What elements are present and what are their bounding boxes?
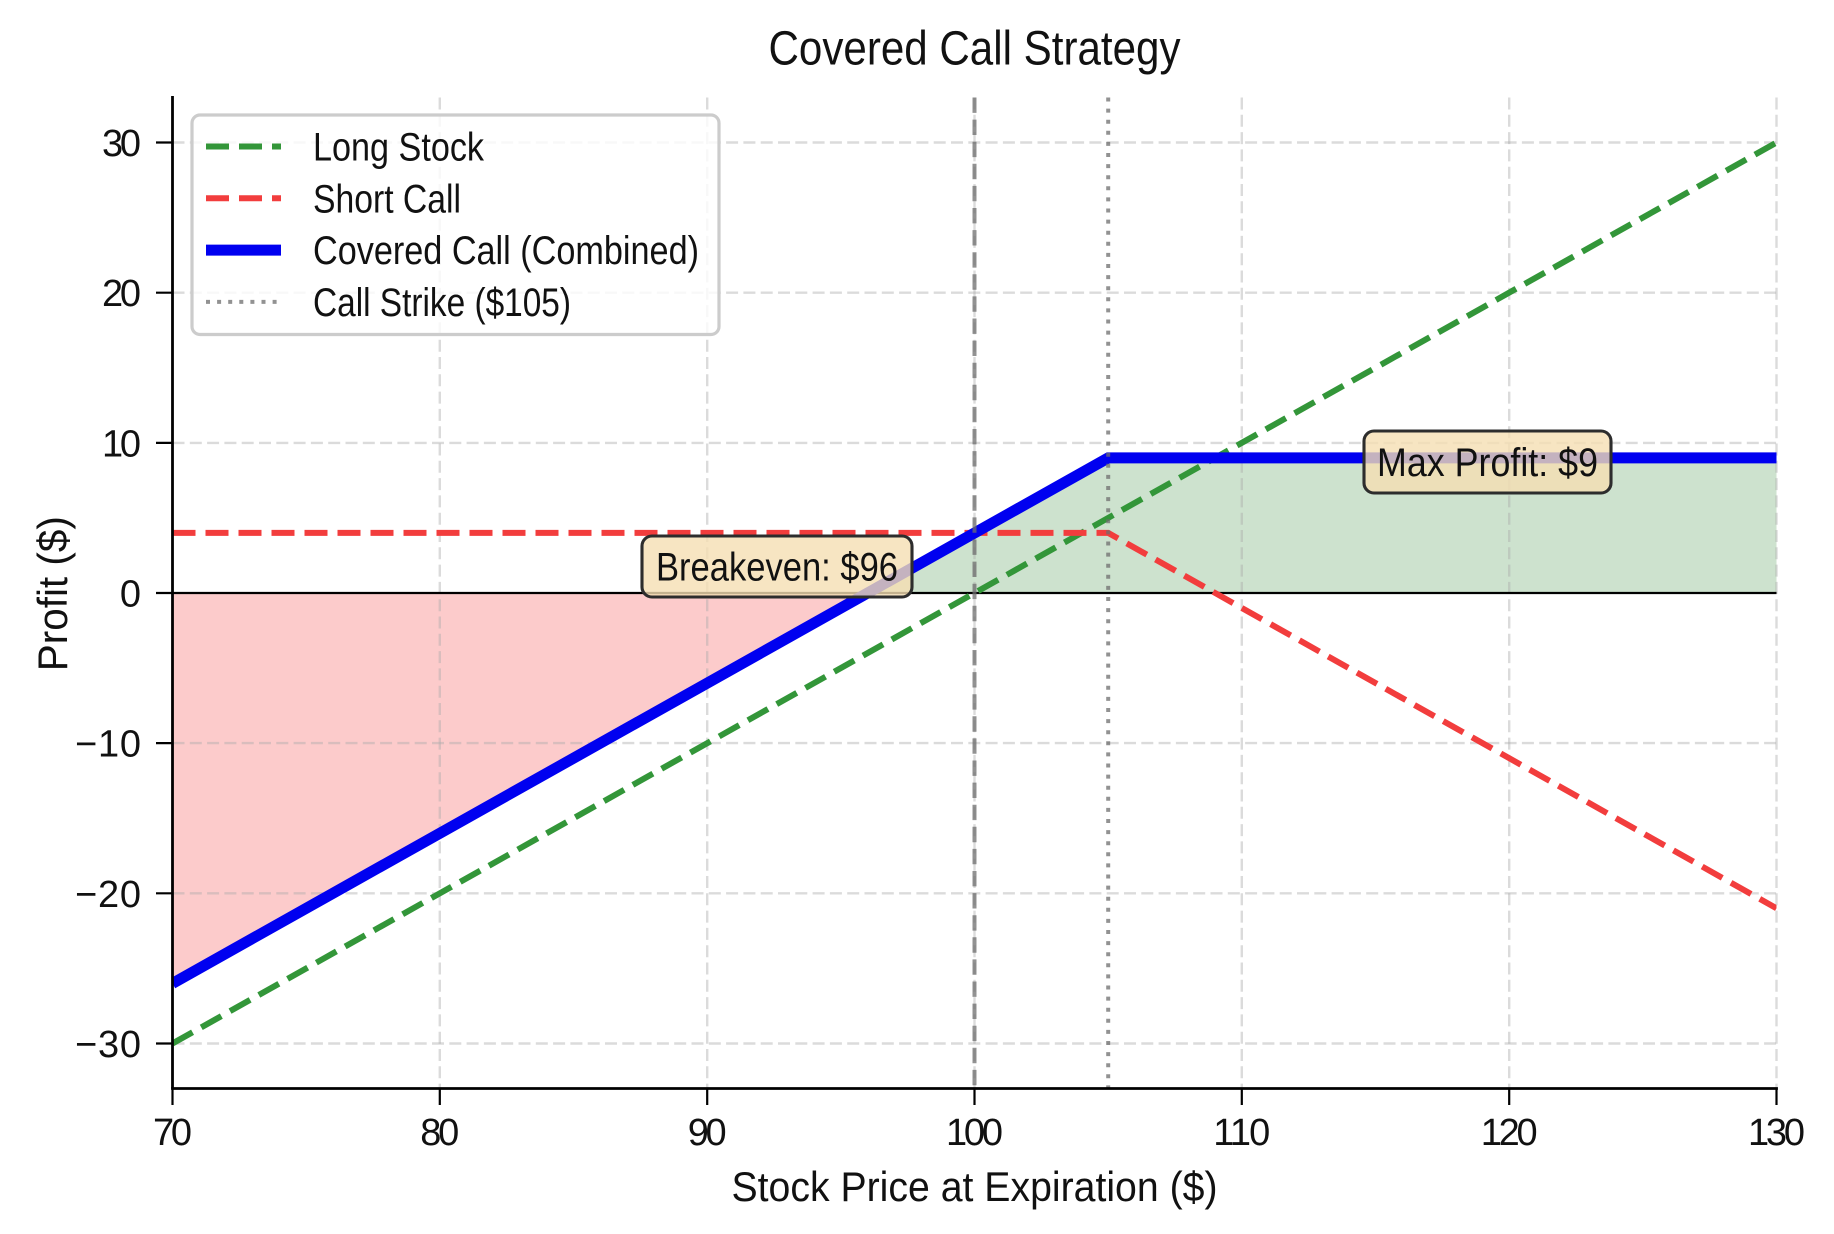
svg-text:70: 70 (153, 1112, 192, 1154)
svg-text:Call Strike ($105): Call Strike ($105) (313, 281, 571, 325)
svg-text:Covered Call Strategy: Covered Call Strategy (769, 23, 1181, 76)
svg-text:−30: −30 (75, 1024, 141, 1066)
svg-text:Short Call: Short Call (313, 177, 461, 221)
svg-text:−20: −20 (75, 874, 141, 916)
svg-text:110: 110 (1213, 1112, 1270, 1154)
svg-text:20: 20 (102, 273, 141, 315)
svg-text:80: 80 (420, 1112, 459, 1154)
svg-text:90: 90 (688, 1112, 727, 1154)
svg-text:Breakeven: $96: Breakeven: $96 (656, 546, 898, 590)
svg-text:Profit ($): Profit ($) (29, 516, 76, 671)
svg-text:0: 0 (120, 574, 141, 616)
svg-text:−10: −10 (75, 724, 141, 766)
svg-text:Max Profit: $9: Max Profit: $9 (1377, 441, 1598, 485)
svg-text:Long Stock: Long Stock (313, 126, 485, 170)
svg-text:100: 100 (946, 1112, 1003, 1154)
svg-text:Covered Call (Combined): Covered Call (Combined) (313, 229, 699, 273)
svg-text:Stock Price at Expiration ($): Stock Price at Expiration ($) (732, 1163, 1218, 1210)
svg-text:30: 30 (102, 123, 141, 165)
svg-text:130: 130 (1748, 1112, 1805, 1154)
svg-text:120: 120 (1481, 1112, 1538, 1154)
svg-text:10: 10 (102, 423, 141, 465)
